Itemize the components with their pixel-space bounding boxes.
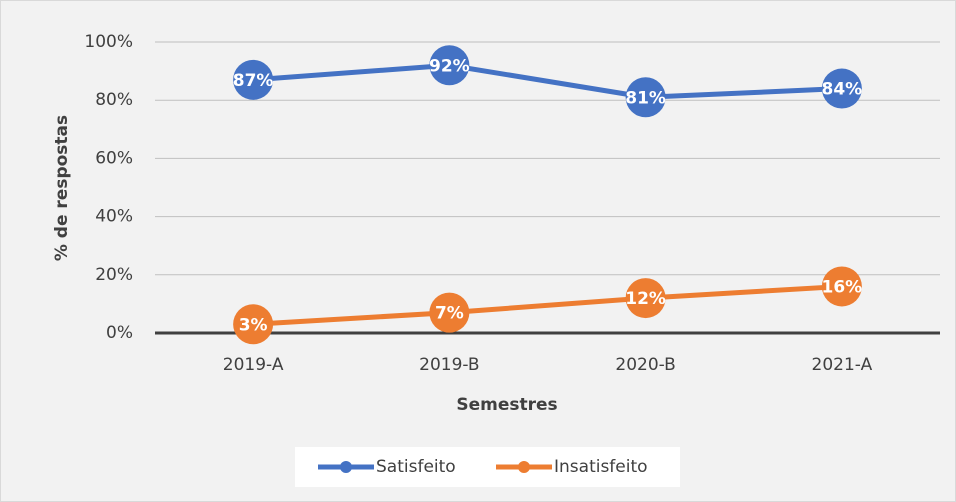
point [821,68,862,109]
data-label: 84% [822,80,863,100]
legend-label: Insatisfeito [554,457,648,477]
data-label: 7% [435,304,464,324]
y-tick-label: 60% [95,148,133,168]
y-tick-label: 100% [84,32,133,52]
y-tick-label: 20% [95,265,133,285]
data-label: 3% [239,315,268,335]
legend-label: Satisfeito [376,457,456,477]
data-label: 16% [822,277,863,297]
x-axis-label: Semestres [456,395,557,415]
x-tick-label: 2021-A [812,355,873,375]
legend-marker [518,461,530,473]
x-tick-label: 2019-A [223,355,284,375]
series-line [252,62,842,100]
point [429,45,470,86]
y-axis-label: % de respostas [52,115,72,261]
data-label: 81% [625,88,666,108]
y-tick-label: 80% [95,90,133,110]
point [233,304,274,345]
data-label: 87% [233,71,274,91]
y-tick-label: 0% [106,323,133,343]
legend-marker [340,461,352,473]
x-tick-label: 2019-B [419,355,479,375]
x-tick-label: 2020-B [615,355,675,375]
point [429,292,470,333]
point [821,266,862,307]
point [625,77,666,118]
point [233,59,274,100]
y-tick-label: 40% [95,207,133,227]
data-label: 12% [625,289,666,309]
point [625,278,666,319]
series-line [252,283,843,327]
data-label: 92% [429,56,470,76]
